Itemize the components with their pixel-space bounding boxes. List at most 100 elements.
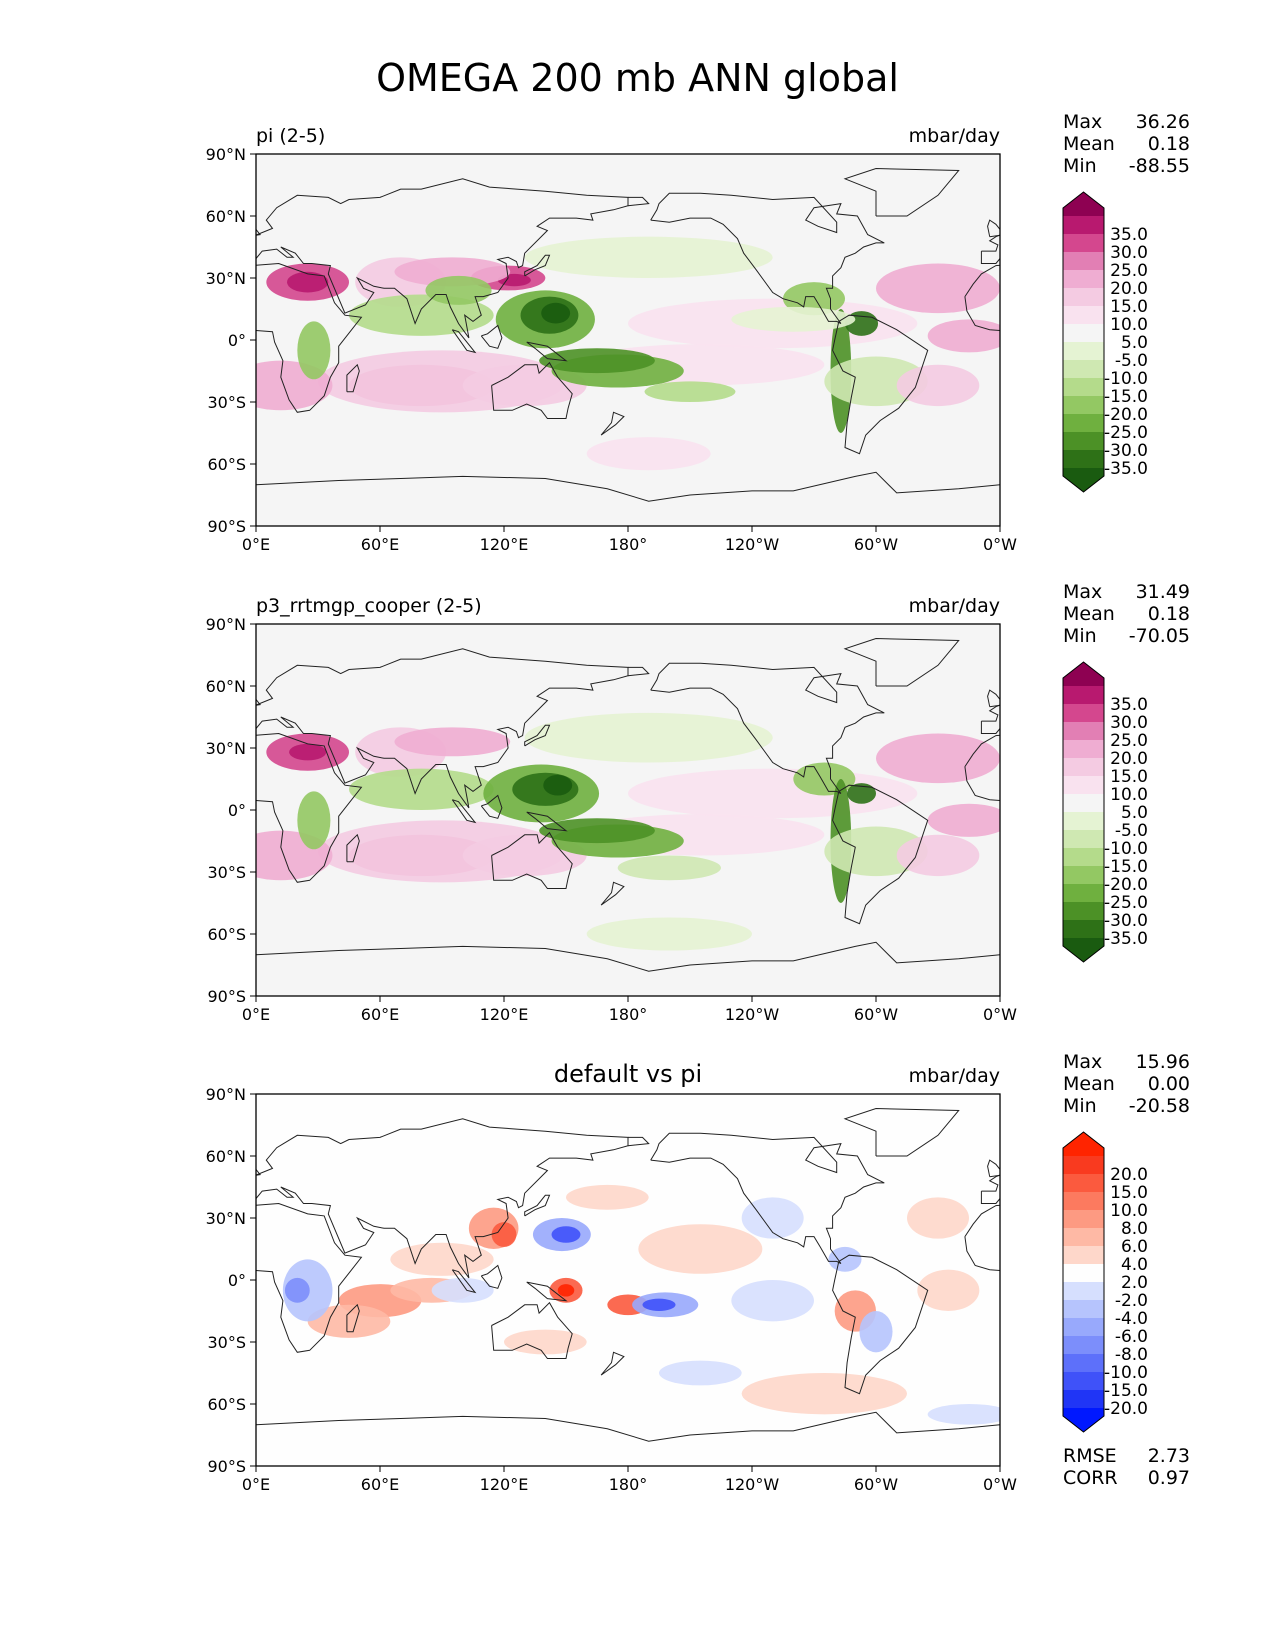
contour-region bbox=[927, 319, 1000, 353]
y-tick-label: 30°N bbox=[206, 1209, 246, 1228]
y-tick-label: 60°S bbox=[207, 1395, 246, 1414]
contour-region bbox=[731, 1280, 815, 1322]
coastline bbox=[832, 314, 929, 455]
contour-region bbox=[307, 1304, 391, 1338]
colorbar-segment bbox=[1063, 1210, 1104, 1229]
colorbar-segment bbox=[1063, 1372, 1104, 1391]
contour-region bbox=[731, 306, 856, 332]
contour-region bbox=[659, 1360, 742, 1386]
colorbar-outline bbox=[1062, 191, 1105, 493]
colorbar-tick-label: 15.0 bbox=[1110, 1183, 1148, 1203]
stat-mean-label: Mean bbox=[1063, 1073, 1115, 1095]
contour-region bbox=[642, 1298, 676, 1312]
x-tick-label: 60°W bbox=[854, 1005, 898, 1024]
colorbar-segment bbox=[1063, 758, 1104, 777]
colorbar-extend-top bbox=[1063, 662, 1104, 686]
colorbar-segment bbox=[1063, 1174, 1104, 1193]
colorbar-segment bbox=[1063, 1300, 1104, 1319]
panel-title: p3_rrtmgp_cooper (2-5) bbox=[256, 595, 482, 617]
y-tick-label: 90°N bbox=[206, 1085, 246, 1104]
coastline bbox=[256, 648, 629, 809]
y-tick-label: 60°N bbox=[206, 207, 246, 226]
y-tick-label: 0° bbox=[228, 801, 246, 820]
colorbar-tick-label: 6.0 bbox=[1121, 1237, 1148, 1257]
x-tick-label: 120°W bbox=[725, 1005, 780, 1024]
coastline bbox=[346, 1303, 360, 1333]
stat-min-value: -20.58 bbox=[1129, 1095, 1190, 1117]
colorbar-segment bbox=[1063, 920, 1104, 939]
contour-region bbox=[539, 818, 655, 844]
coastline bbox=[650, 662, 885, 794]
contour-region bbox=[828, 1246, 862, 1272]
map-panel-1: 0°E 60°E 120°E 180° 120°W 60°W 0°W 90°N 60°N 30°N… bbox=[206, 111, 1190, 554]
stat-corr-value: 0.97 bbox=[1148, 1467, 1190, 1489]
stat-mean-label: Mean bbox=[1063, 603, 1115, 625]
coastline bbox=[627, 196, 650, 207]
stat-mean-value: 0.18 bbox=[1148, 133, 1190, 155]
x-tick-label: 60°E bbox=[361, 535, 399, 554]
map-background bbox=[256, 1094, 1000, 1466]
stat-min-label: Min bbox=[1063, 625, 1097, 647]
coastline bbox=[832, 1254, 929, 1395]
colorbar-segment bbox=[1063, 234, 1104, 253]
coastline bbox=[627, 1136, 650, 1147]
contour-region bbox=[394, 257, 511, 287]
coastline bbox=[256, 262, 363, 413]
contour-region bbox=[431, 1277, 494, 1303]
stat-mean-value: 0.00 bbox=[1148, 1073, 1190, 1095]
contour-region bbox=[284, 1277, 310, 1303]
colorbar-outline bbox=[1062, 661, 1105, 963]
contour-region bbox=[297, 321, 331, 380]
coastline bbox=[256, 1202, 363, 1353]
stat-min-value: -70.05 bbox=[1129, 625, 1190, 647]
colorbar-tick-label: 35.0 bbox=[1110, 225, 1148, 245]
coastline bbox=[650, 1132, 885, 1264]
colorbar-tick-label: -35.0 bbox=[1104, 929, 1148, 949]
contour-region bbox=[289, 743, 327, 761]
x-tick-label: 60°E bbox=[361, 1475, 399, 1494]
panel-title: default vs pi bbox=[554, 1060, 702, 1088]
coastline bbox=[627, 666, 650, 677]
x-tick-label: 0°E bbox=[242, 535, 270, 554]
coastline bbox=[451, 799, 477, 824]
contour-region bbox=[783, 282, 845, 316]
contour-region bbox=[287, 271, 329, 293]
colorbar-tick-label: -10.0 bbox=[1104, 1363, 1148, 1383]
colorbar-segment bbox=[1063, 1228, 1104, 1247]
coastline bbox=[600, 881, 625, 906]
coastline bbox=[650, 192, 885, 324]
stat-min-value: -88.55 bbox=[1129, 155, 1190, 177]
colorbar-tick-label: 20.0 bbox=[1110, 749, 1148, 769]
colorbar-segment bbox=[1063, 1318, 1104, 1337]
colorbar-tick-label: 25.0 bbox=[1110, 731, 1148, 751]
colorbar-segment bbox=[1063, 812, 1104, 831]
coastline bbox=[526, 341, 568, 362]
contour-region bbox=[927, 803, 1000, 837]
y-tick-label: 90°N bbox=[206, 145, 246, 164]
y-tick-label: 0° bbox=[228, 1271, 246, 1290]
contour-region bbox=[349, 768, 494, 810]
colorbar-segment bbox=[1063, 1282, 1104, 1301]
stat-rmse-label: RMSE bbox=[1063, 1445, 1117, 1467]
panel-units: mbar/day bbox=[909, 595, 1000, 617]
coastline bbox=[256, 698, 262, 706]
coastline bbox=[256, 1118, 629, 1279]
x-tick-label: 0°W bbox=[983, 535, 1017, 554]
contour-region bbox=[859, 1311, 893, 1353]
colorbar-segment bbox=[1063, 360, 1104, 379]
map-background bbox=[256, 154, 1000, 526]
coastline bbox=[524, 254, 551, 277]
x-tick-label: 0°W bbox=[983, 1475, 1017, 1494]
colorbar-segment bbox=[1063, 342, 1104, 361]
contour-region bbox=[741, 1373, 907, 1415]
colorbar-segment bbox=[1063, 866, 1104, 885]
colorbar-segment bbox=[1063, 1354, 1104, 1373]
contour-region bbox=[896, 364, 980, 407]
colorbar-segment bbox=[1063, 432, 1104, 451]
colorbar: 35.030.025.020.015.010.05.0-5.0-10.0-15.… bbox=[1062, 661, 1148, 963]
colorbar-segment bbox=[1063, 414, 1104, 433]
stat-max-label: Max bbox=[1063, 1051, 1102, 1073]
x-tick-label: 120°W bbox=[725, 535, 780, 554]
colorbar-tick-label: -20.0 bbox=[1104, 405, 1148, 425]
contour-region bbox=[917, 1269, 980, 1312]
